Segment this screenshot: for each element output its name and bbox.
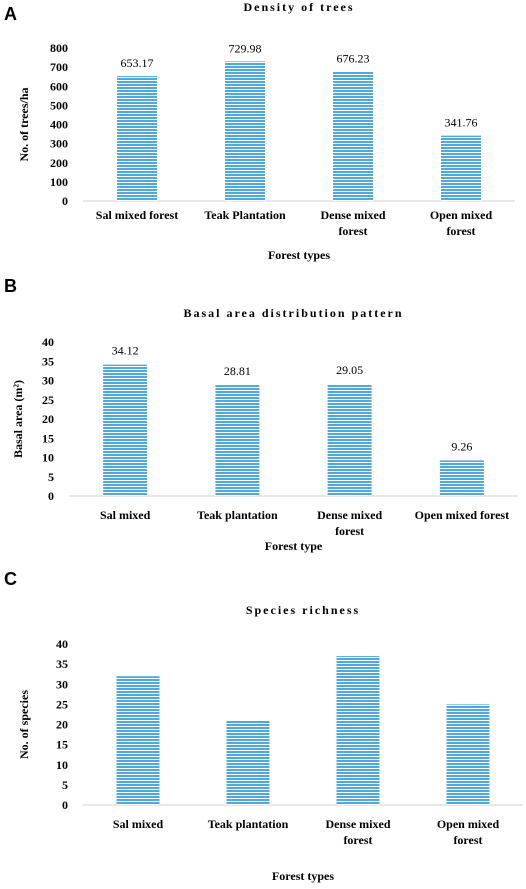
y-tick-label: 20 bbox=[56, 718, 68, 732]
bar bbox=[225, 61, 265, 201]
y-tick-label: 20 bbox=[42, 412, 54, 426]
x-tick-label: Sal mixed bbox=[113, 817, 164, 831]
data-label: 341.76 bbox=[445, 116, 478, 130]
data-label: 9.26 bbox=[451, 439, 472, 453]
bar bbox=[117, 76, 157, 201]
y-tick-label: 40 bbox=[42, 335, 54, 349]
x-tick-label: Open mixed forest bbox=[415, 508, 509, 522]
x-tick-label: Open mixed forest bbox=[437, 817, 500, 847]
data-label: 729.98 bbox=[229, 41, 262, 55]
chart-panel-c: C Species richness 0 5 10 15 20 25 30 35 40 Sal mix… bbox=[0, 565, 526, 889]
y-tick-label: 400 bbox=[50, 118, 68, 132]
y-tick-label: 35 bbox=[42, 354, 54, 368]
chart-title: Density of trees bbox=[243, 0, 354, 14]
y-tick-label: 30 bbox=[42, 374, 54, 388]
y-tick-label: 40 bbox=[56, 637, 68, 651]
x-tick-label: Dense mixed forest bbox=[326, 817, 391, 847]
y-tick-label: 700 bbox=[50, 60, 68, 74]
y-tick-label: 0 bbox=[62, 798, 68, 812]
x-tick-label: Teak plantation bbox=[208, 817, 289, 831]
x-tick-label: Sal mixed bbox=[100, 508, 151, 522]
x-tick-label: Dense mixed forest bbox=[321, 208, 386, 238]
x-tick-label: Teak plantation bbox=[197, 508, 278, 522]
bar bbox=[441, 135, 481, 201]
bar bbox=[103, 364, 148, 496]
x-tick-label: Open mixed forest bbox=[430, 208, 493, 238]
bar bbox=[333, 71, 373, 201]
y-axis-label: Basal area (m²) bbox=[11, 380, 25, 458]
y-tick-label: 15 bbox=[42, 431, 54, 445]
x-tick-label: Teak Plantation bbox=[204, 208, 286, 222]
bar bbox=[336, 656, 380, 805]
y-tick-label: 10 bbox=[42, 451, 54, 465]
x-tick-label: Dense mixed forest bbox=[317, 508, 382, 538]
data-label: 676.23 bbox=[337, 52, 370, 66]
bar bbox=[226, 720, 270, 805]
data-label: 29.05 bbox=[336, 363, 363, 377]
data-label: 34.12 bbox=[112, 344, 139, 358]
x-axis-label: Forest types bbox=[272, 869, 334, 883]
data-label: 28.81 bbox=[224, 364, 251, 378]
panel-letter-b: B bbox=[4, 276, 17, 296]
y-tick-label: 0 bbox=[48, 489, 54, 503]
y-tick-label: 35 bbox=[56, 657, 68, 671]
data-label: 653.17 bbox=[121, 56, 154, 70]
chart-title: Species richness bbox=[246, 603, 360, 617]
y-tick-label: 5 bbox=[48, 470, 54, 484]
panel-letter-c: C bbox=[4, 569, 17, 589]
y-tick-label: 15 bbox=[56, 738, 68, 752]
y-tick-label: 500 bbox=[50, 98, 68, 112]
y-tick-label: 800 bbox=[50, 41, 68, 55]
y-tick-label: 10 bbox=[56, 758, 68, 772]
chart-panel-b: B Basal area distribution pattern 0 5 10 15 20… bbox=[0, 276, 526, 565]
y-tick-label: 25 bbox=[56, 697, 68, 711]
x-axis-label: Forest types bbox=[268, 248, 330, 262]
y-tick-label: 0 bbox=[62, 194, 68, 208]
bar bbox=[215, 385, 260, 496]
chart-a-svg: A Density of trees 0 100 200 300 400 500 600 700 8… bbox=[4, 0, 515, 262]
chart-b-svg: B Basal area distribution pattern 0 5 10 15 20… bbox=[4, 276, 518, 553]
chart-c-svg: C Species richness 0 5 10 15 20 25 30 35 40 Sal mix… bbox=[4, 569, 523, 883]
bar bbox=[327, 384, 372, 496]
bar bbox=[116, 676, 160, 805]
y-tick-label: 600 bbox=[50, 79, 68, 93]
y-axis-label: No. of species bbox=[17, 690, 31, 759]
bar bbox=[446, 704, 490, 805]
y-tick-label: 5 bbox=[62, 778, 68, 792]
y-axis-label: No. of trees/ha bbox=[17, 87, 31, 161]
y-tick-label: 200 bbox=[50, 156, 68, 170]
x-axis-label: Forest type bbox=[265, 539, 323, 553]
y-tick-label: 30 bbox=[56, 677, 68, 691]
chart-title: Basal area distribution pattern bbox=[183, 306, 403, 320]
y-tick-label: 100 bbox=[50, 175, 68, 189]
bar bbox=[439, 460, 484, 496]
y-tick-label: 300 bbox=[50, 137, 68, 151]
chart-panel-a: A Density of trees 0 100 200 300 400 500 600 700 8… bbox=[0, 0, 526, 280]
x-tick-label: Sal mixed forest bbox=[96, 208, 178, 222]
panel-letter-a: A bbox=[4, 4, 17, 24]
y-tick-label: 25 bbox=[42, 393, 54, 407]
